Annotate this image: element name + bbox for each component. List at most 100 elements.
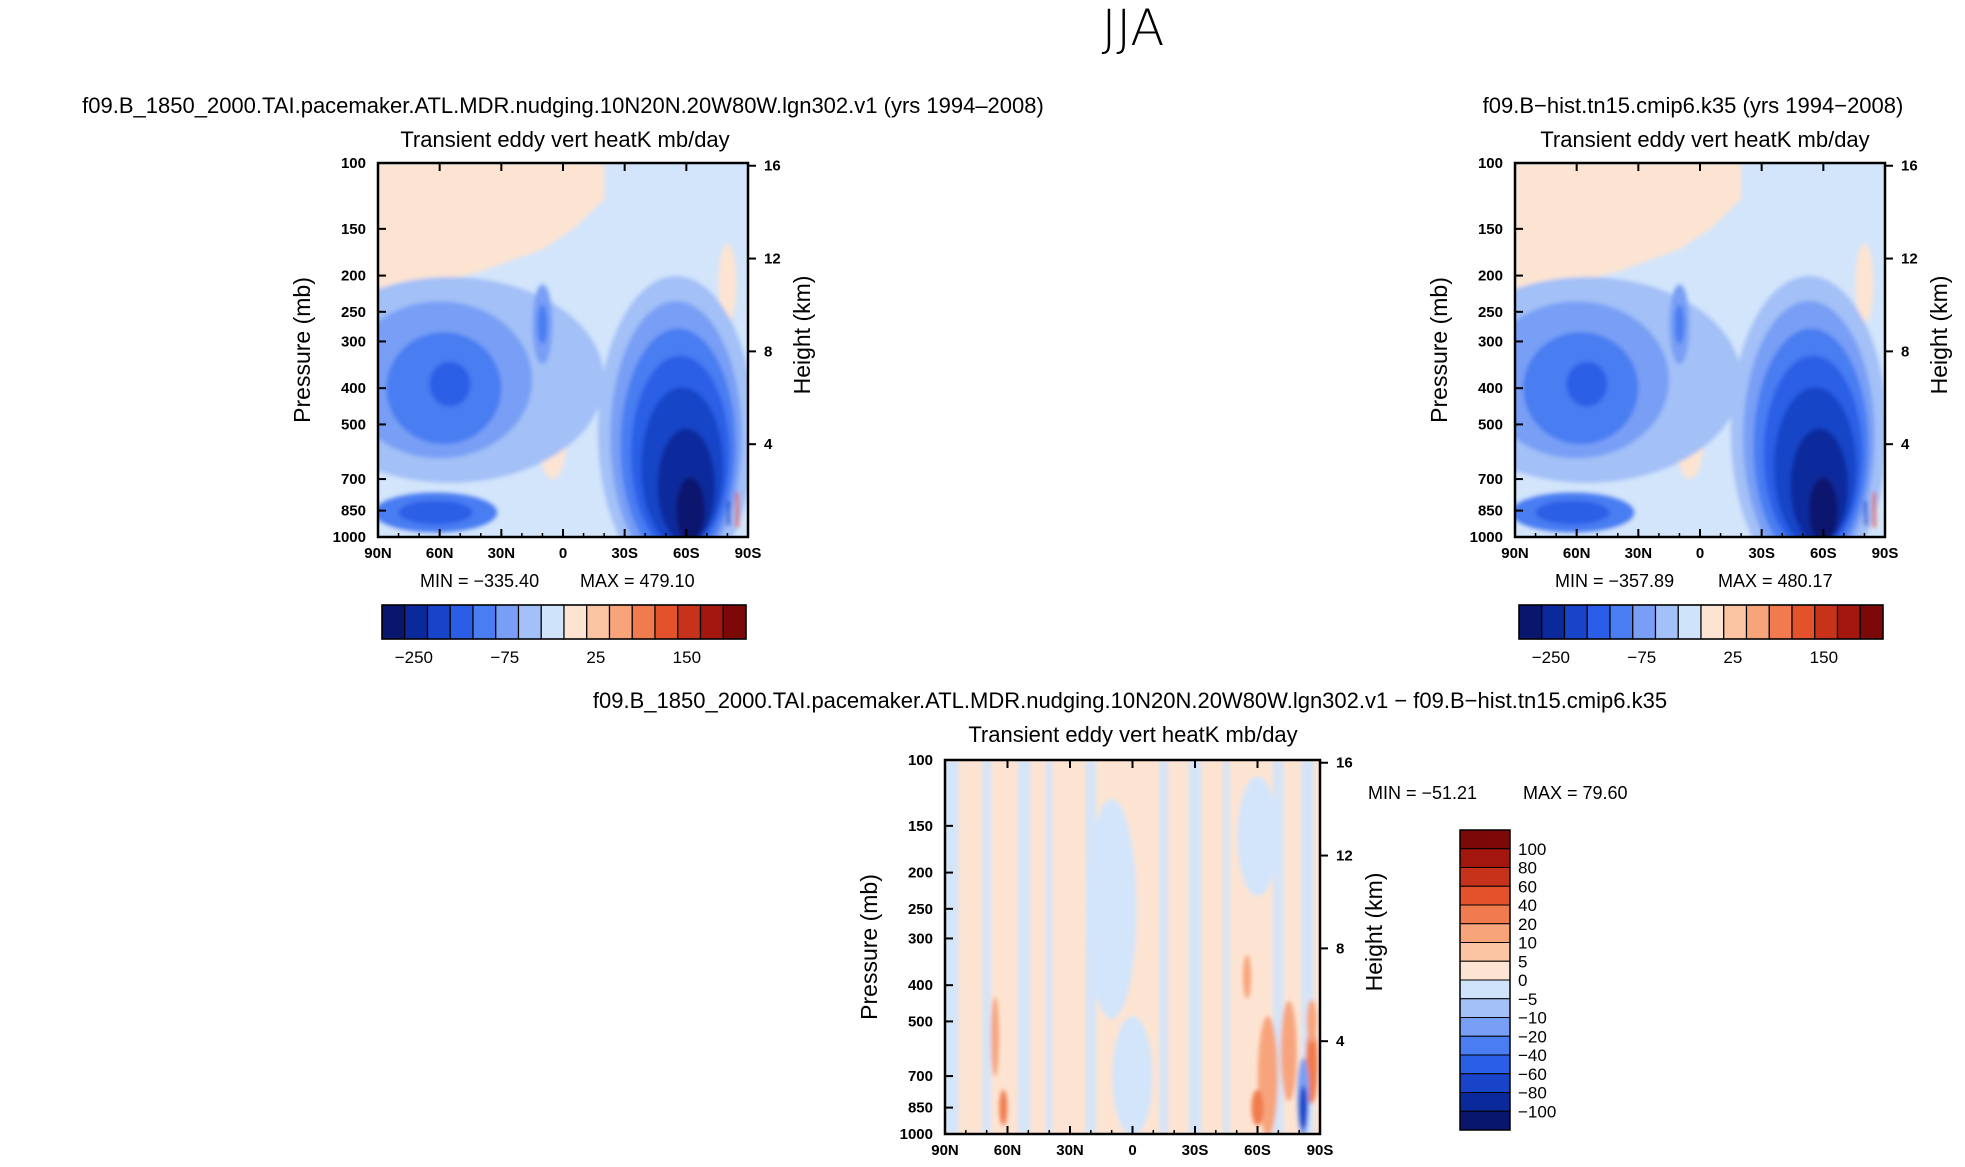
colorbar-swatch	[586, 604, 611, 640]
colorbar-swatch	[1791, 604, 1816, 640]
x-tick-label: 0	[1128, 1142, 1136, 1159]
colorbar: −250 −75 25 150	[1518, 604, 1884, 667]
max-label: MAX = 79.60	[1523, 783, 1628, 803]
x-tick-label: 90N	[364, 545, 392, 562]
colorbar-swatch	[1723, 604, 1748, 640]
y-tick-label: 100	[908, 752, 933, 769]
colorbar-label: 40	[1518, 896, 1537, 915]
y-tick-label: 250	[1478, 304, 1503, 321]
colorbar-label: 20	[1518, 915, 1537, 934]
colorbar-swatch	[1459, 960, 1511, 981]
height-tick-label: 4	[1336, 1033, 1345, 1050]
contour-layers	[945, 760, 1318, 1134]
colorbar-swatch	[1677, 604, 1702, 640]
colorbar: −250 −75 25 150	[381, 604, 747, 667]
warm-contour	[1243, 954, 1252, 999]
experiment-title: f09.B_1850_2000.TAI.pacemaker.ATL.MDR.nu…	[593, 688, 1667, 713]
colorbar-swatch	[1459, 1017, 1511, 1037]
x-tick-label: 90S	[1872, 545, 1899, 562]
y-tick-label: 100	[1478, 155, 1503, 172]
colorbar-swatch	[1459, 1110, 1511, 1131]
max-label: MAX = 480.17	[1718, 571, 1833, 591]
x-tick-label: 30N	[488, 545, 516, 562]
colorbar-label: 100	[1518, 840, 1546, 859]
panel-title: Transient eddy vert heatK mb/day	[1540, 127, 1869, 152]
colorbar-swatch	[404, 604, 429, 640]
contour-field	[1515, 163, 1885, 537]
x-tick-label: 30S	[1182, 1142, 1209, 1159]
colorbar-frame	[1459, 829, 1511, 1131]
y-axis-label: Pressure (mb)	[1426, 277, 1452, 423]
colorbar-swatch	[1459, 885, 1511, 906]
height-tick-label: 16	[1901, 158, 1918, 175]
colorbar-frame	[1518, 604, 1884, 640]
y-tick-label: 250	[341, 304, 366, 321]
colorbar-swatch	[517, 604, 542, 640]
cold-contour	[398, 500, 473, 525]
x-tick-label: 0	[559, 545, 567, 562]
height-tick-label: 12	[764, 251, 781, 268]
colorbar-swatch	[381, 604, 406, 640]
cold-streak	[1864, 500, 1868, 526]
panel-right: f09.B−hist.tn15.cmip6.k35 (yrs 1994−2008…	[1426, 93, 1952, 667]
colorbar-frame	[381, 604, 747, 640]
min-label: MIN = −335.40	[420, 571, 539, 591]
y-tick-label: 700	[1478, 471, 1503, 488]
colorbar-swatch	[1518, 604, 1543, 640]
height-tick-label: 8	[764, 343, 772, 360]
x-tick-label: 90N	[931, 1142, 959, 1159]
experiment-title: f09.B_1850_2000.TAI.pacemaker.ATL.MDR.nu…	[82, 93, 1044, 118]
y-tick-label: 500	[341, 416, 366, 433]
y-tick-label: 300	[1478, 333, 1503, 350]
warm-streak	[1872, 492, 1876, 528]
cold-contour	[676, 477, 705, 537]
x-tick-label: 30S	[1748, 545, 1775, 562]
colorbar-swatch	[1859, 604, 1884, 640]
height-tick-label: 12	[1336, 848, 1353, 865]
colorbar-label: −10	[1518, 1009, 1547, 1028]
colorbar-swatch	[677, 604, 702, 640]
y-tick-label: 150	[1478, 221, 1503, 238]
colorbar-swatch	[1459, 1092, 1511, 1112]
x-tick-label: 30N	[1625, 545, 1653, 562]
cold-contour	[1566, 361, 1608, 407]
colorbar-swatch	[1459, 979, 1511, 1000]
colorbar-swatch	[472, 604, 497, 640]
colorbar-swatch	[449, 604, 474, 640]
x-tick-label: 60S	[1244, 1142, 1271, 1159]
y-tick-label: 500	[908, 1013, 933, 1030]
y-tick-label: 500	[1478, 416, 1503, 433]
y-tick-label: 400	[908, 977, 933, 994]
contour-field	[378, 163, 748, 537]
colorbar-swatch	[1814, 604, 1839, 640]
y-axis-label-right: Height (km)	[789, 276, 815, 395]
cold-streak	[727, 500, 731, 526]
colorbar-swatch	[426, 604, 451, 640]
colorbar-swatch	[1459, 1054, 1511, 1075]
colorbar-label: −250	[1532, 648, 1570, 667]
figure-suptitle: JJA	[1102, 0, 1165, 57]
warm-contour	[1251, 1089, 1264, 1126]
axes: 90N 60N 30N 0 30S 60S 90S 100 150 200 250 300 400 500…	[1426, 155, 1952, 562]
colorbar-swatch	[1563, 604, 1588, 640]
colorbar-swatch	[654, 604, 679, 640]
warm-region	[718, 243, 737, 324]
colorbar-swatch	[1459, 1035, 1511, 1056]
cold-contour	[1086, 798, 1137, 1019]
cold-contour	[1237, 776, 1278, 897]
y-tick-label: 300	[908, 930, 933, 947]
colorbar-label: −100	[1518, 1102, 1556, 1121]
y-tick-label: 700	[908, 1068, 933, 1085]
y-tick-label: 300	[341, 333, 366, 350]
warm-contour	[1306, 999, 1317, 1044]
colorbar-swatch	[608, 604, 633, 640]
colorbar-swatch	[1459, 923, 1511, 943]
colorbar-swatch	[1745, 604, 1770, 640]
colorbar-label: 150	[1810, 648, 1838, 667]
colorbar-swatch	[495, 604, 520, 640]
colorbar-label: 25	[1723, 648, 1742, 667]
cold-contour	[1674, 304, 1685, 345]
y-tick-label: 850	[908, 1100, 933, 1117]
